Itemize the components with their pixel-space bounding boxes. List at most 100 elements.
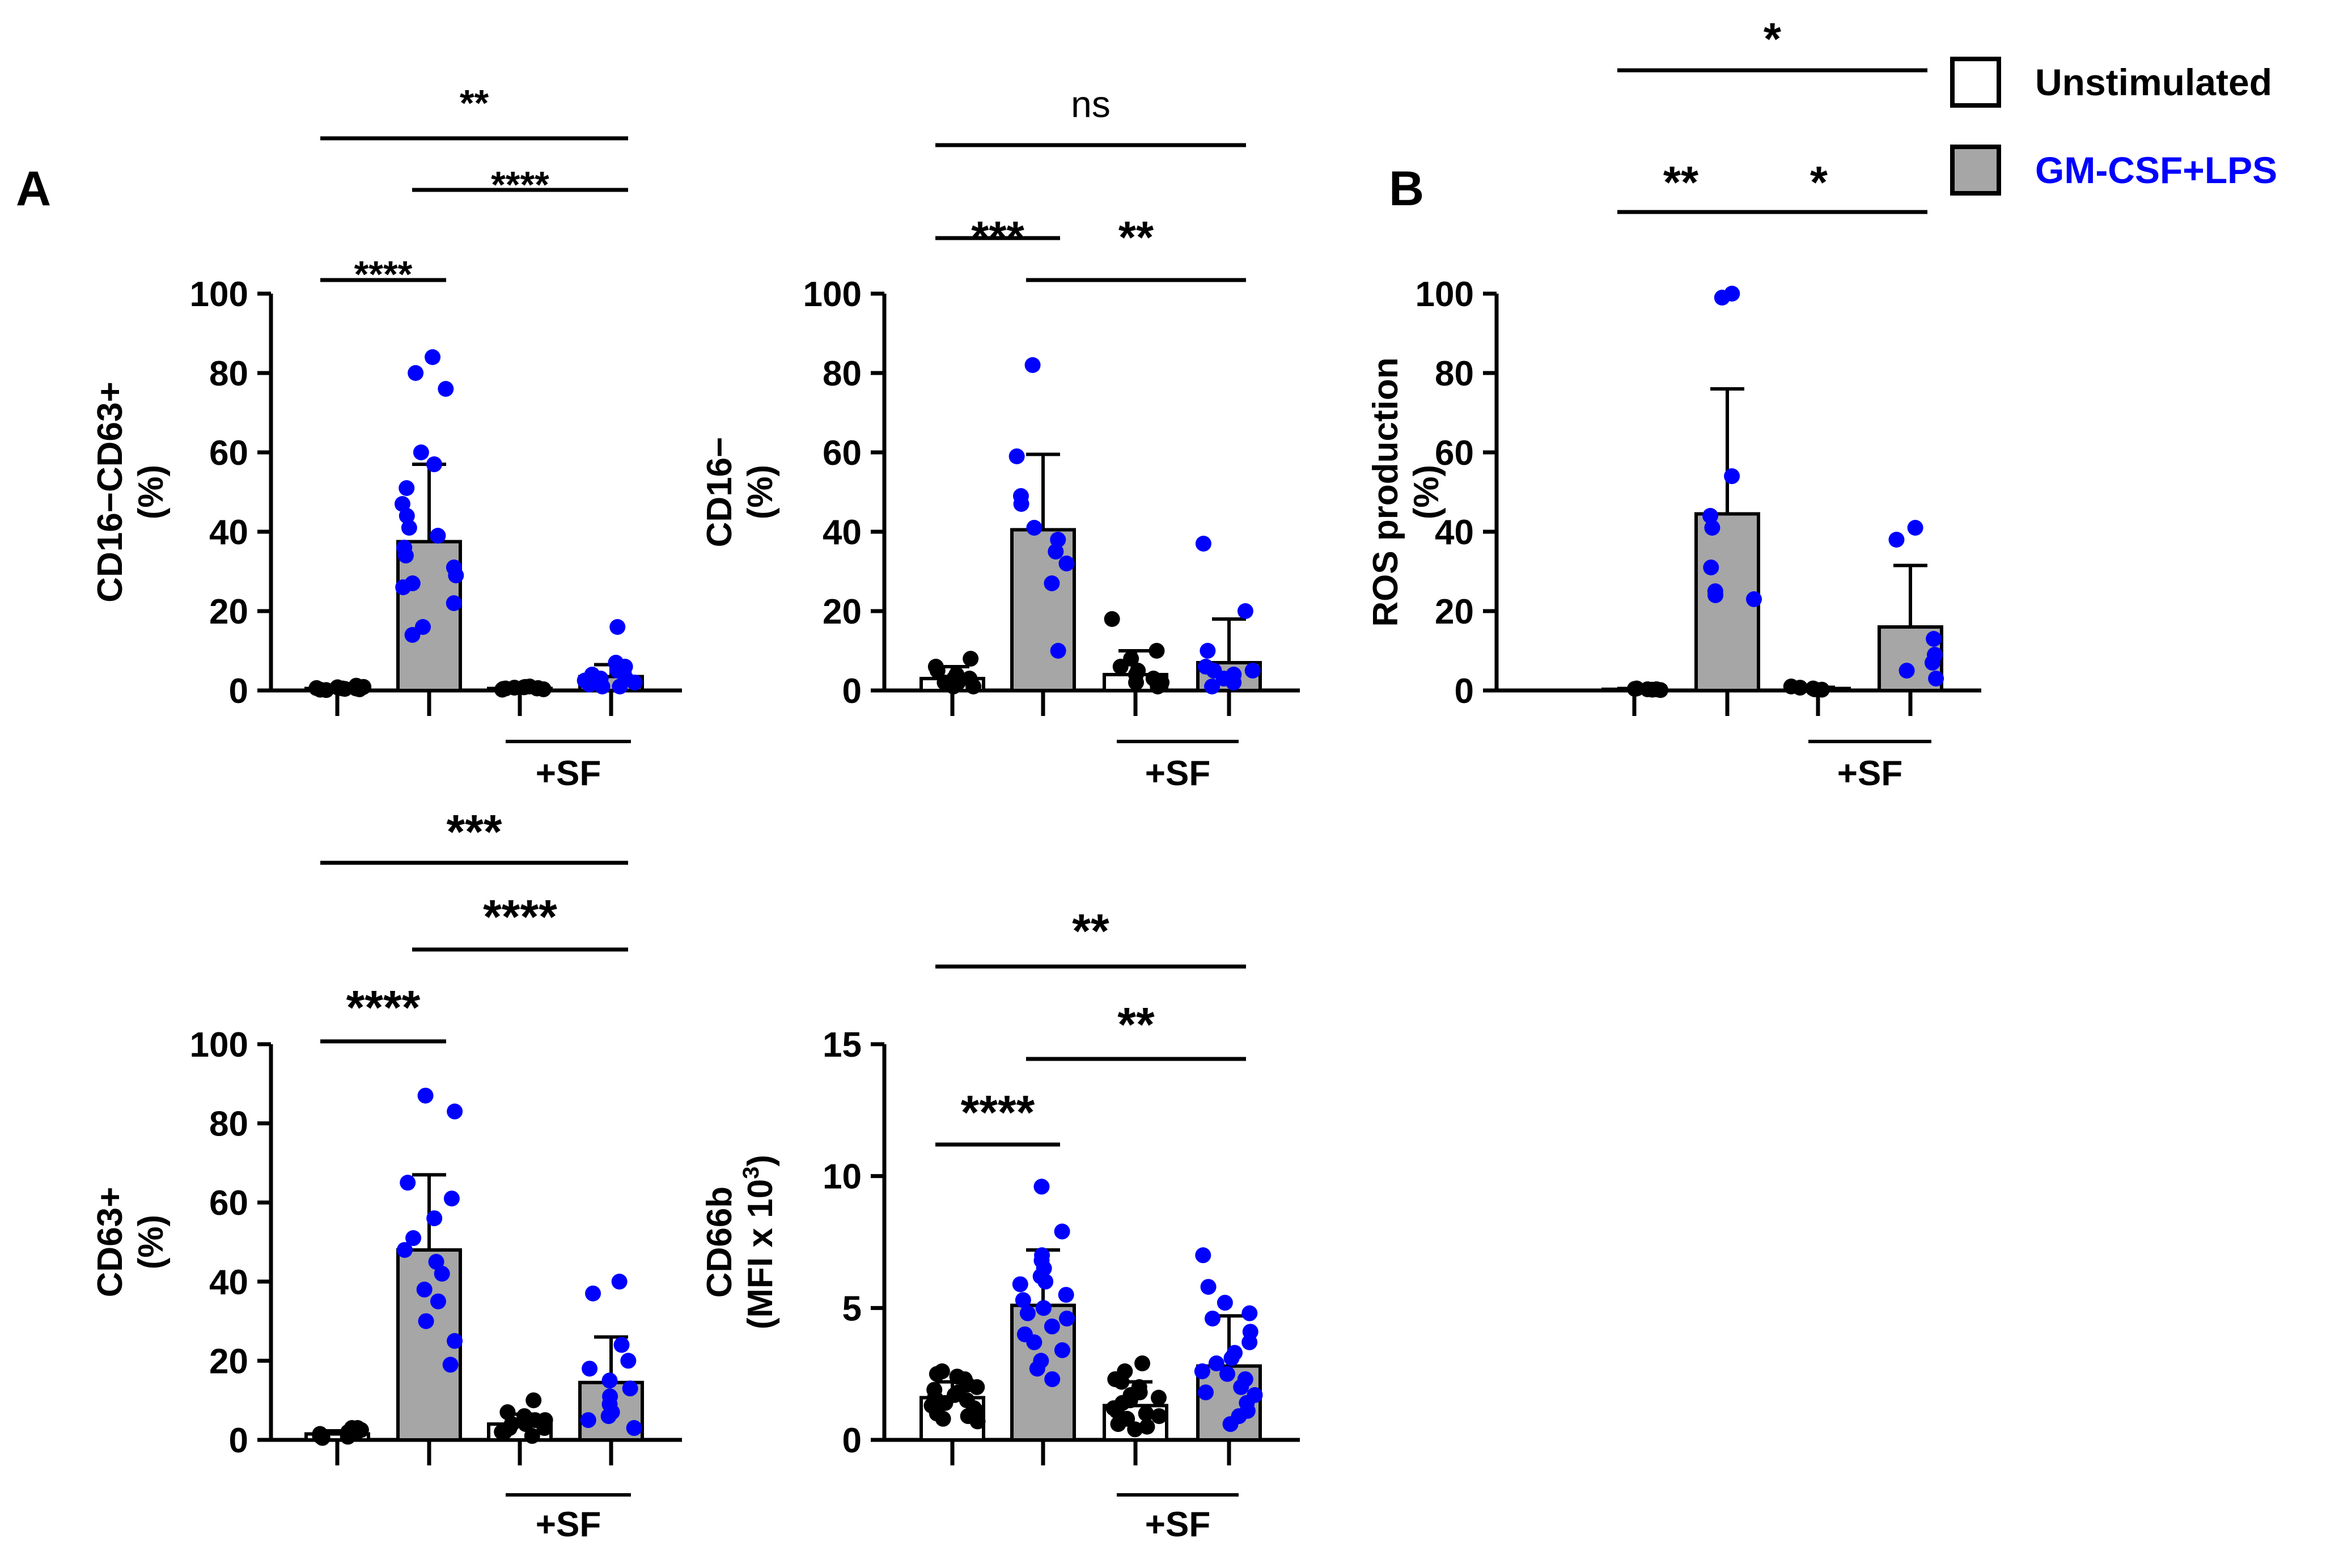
y-tick-label: 60 — [1435, 434, 1474, 473]
y-axis-label: CD66b — [700, 1186, 739, 1298]
data-point — [1044, 575, 1060, 591]
data-point — [425, 349, 441, 365]
data-point — [396, 1241, 413, 1258]
data-point — [426, 456, 442, 472]
data-point — [1792, 680, 1808, 696]
significance-label-1: * — [1764, 14, 1782, 64]
data-point — [1128, 675, 1145, 690]
data-point — [395, 579, 412, 595]
significance-label-3: **** — [346, 981, 421, 1034]
data-point — [1639, 681, 1656, 697]
data-point — [613, 1337, 630, 1353]
data-point — [600, 1408, 617, 1425]
y-tick-label: 15 — [823, 1025, 862, 1065]
significance-label-2: *** — [971, 212, 1024, 262]
y-tick-label: 60 — [209, 1184, 248, 1223]
y-axis-unit: (%) — [132, 465, 171, 519]
data-point — [518, 1416, 534, 1433]
y-tick-label: 40 — [823, 513, 862, 552]
data-point — [1926, 631, 1942, 647]
data-point — [1888, 532, 1905, 548]
bar-2 — [1010, 528, 1076, 692]
data-point — [1044, 1318, 1060, 1334]
data-point — [495, 681, 511, 697]
data-point — [1154, 675, 1170, 690]
data-point — [1707, 587, 1724, 603]
data-point — [1237, 603, 1253, 619]
data-point — [1127, 1421, 1143, 1438]
significance-label-3: * — [1810, 157, 1828, 207]
legend-label-unstimulated: Unstimulated — [2035, 61, 2273, 103]
data-point — [1204, 1310, 1221, 1327]
group-label-sf: +SF — [1837, 754, 1902, 793]
data-point — [616, 664, 632, 681]
y-tick-label: 10 — [823, 1158, 862, 1197]
y-axis-label: CD63+ — [91, 1187, 130, 1298]
data-point — [581, 676, 597, 693]
data-point — [334, 680, 351, 697]
y-tick-label: 100 — [190, 275, 248, 314]
y-tick-label: 80 — [209, 1105, 248, 1144]
significance-label-2: **** — [483, 890, 557, 943]
group-label-sf: +SF — [1145, 1505, 1210, 1544]
data-point — [1058, 1287, 1074, 1303]
data-point — [594, 679, 611, 694]
data-point — [536, 1420, 553, 1436]
data-point — [1195, 1247, 1211, 1264]
data-point — [517, 679, 533, 695]
data-point — [1059, 1310, 1075, 1327]
y-tick-label: 40 — [209, 1263, 248, 1302]
data-point — [582, 1361, 598, 1377]
data-point — [1149, 643, 1165, 659]
data-point — [400, 1175, 416, 1191]
data-point — [965, 679, 982, 694]
group-label-sf: +SF — [536, 1505, 601, 1544]
data-point — [1026, 1334, 1043, 1350]
y-tick-label: 40 — [209, 513, 248, 552]
group-label-sf: +SF — [1145, 754, 1210, 793]
data-point — [929, 663, 946, 679]
y-tick-label: 0 — [842, 1421, 862, 1460]
data-point — [1702, 508, 1719, 524]
data-point — [1122, 1387, 1139, 1403]
data-point — [447, 1333, 463, 1349]
data-point — [1898, 663, 1915, 679]
significance-label-2: ** — [1117, 998, 1155, 1051]
data-point — [945, 679, 961, 694]
data-point — [418, 1313, 434, 1329]
data-point — [1033, 1179, 1050, 1195]
data-point — [1244, 663, 1261, 679]
data-point — [1907, 520, 1923, 536]
y-tick-label: 40 — [1435, 513, 1474, 552]
data-point — [417, 1087, 434, 1104]
significance-label-1: ** — [1072, 904, 1109, 957]
significance-label-1: ns — [1071, 83, 1111, 125]
data-point — [963, 651, 979, 667]
data-point — [1703, 560, 1719, 575]
data-point — [1138, 1405, 1154, 1422]
data-point — [611, 1273, 628, 1290]
data-point — [434, 1265, 450, 1282]
legend-item-gmcsf-lps: GM-CSF+LPS — [1950, 145, 2277, 196]
y-tick-label: 60 — [823, 434, 862, 473]
data-point — [529, 680, 545, 697]
data-point — [1044, 1371, 1061, 1387]
y-axis-unit: (MFI x 103) — [739, 1155, 780, 1329]
data-point — [438, 381, 454, 397]
legend-swatch-gmcsf-lps — [1950, 145, 2001, 196]
data-point — [1110, 1416, 1126, 1433]
legend-item-unstimulated: Unstimulated — [1950, 57, 2272, 108]
significance-label-1: ** — [460, 82, 489, 124]
data-point — [446, 595, 462, 611]
y-axis-label: CD16− — [700, 437, 739, 548]
data-point — [447, 1103, 463, 1120]
data-point — [609, 619, 626, 635]
data-point — [448, 567, 464, 583]
data-point — [408, 365, 424, 381]
data-point — [969, 1413, 986, 1430]
data-point — [1813, 681, 1830, 698]
